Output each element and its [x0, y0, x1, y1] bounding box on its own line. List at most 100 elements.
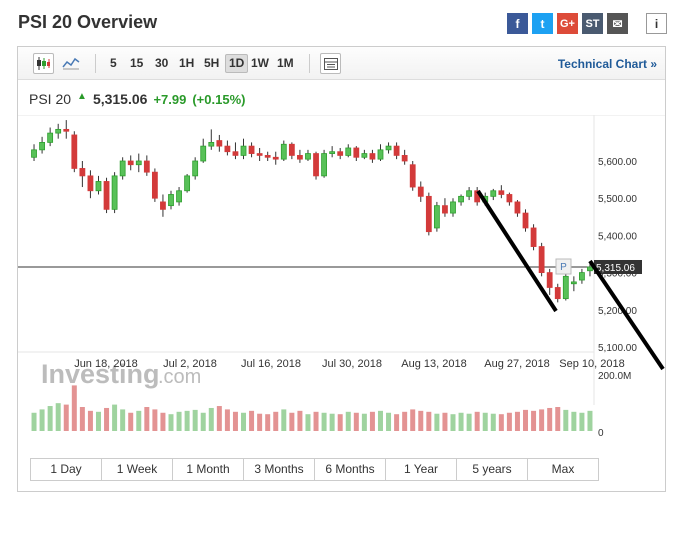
price-tick-label: 5,500.00	[598, 194, 637, 205]
chart-settings-button[interactable]	[320, 53, 341, 74]
range-max-button[interactable]: Max	[551, 462, 575, 476]
trend-line	[476, 189, 558, 313]
candle-body	[562, 275, 569, 300]
interval-30-button[interactable]: 30	[155, 56, 169, 70]
interval-5h-button[interactable]: 5H	[204, 56, 220, 70]
toolbar-divider	[309, 54, 310, 73]
volume-bar	[241, 412, 247, 431]
interval-1d-button[interactable]: 1D	[225, 54, 249, 73]
volume-bar	[321, 412, 327, 431]
volume-bar	[490, 413, 496, 431]
candle-body	[321, 153, 327, 177]
range-1-week-button[interactable]: 1 Week	[102, 459, 173, 480]
volume-bar	[523, 409, 529, 431]
last-price: 5,315.06	[92, 91, 148, 107]
candlestick-icon	[37, 57, 50, 70]
candle-body	[554, 287, 561, 300]
share-bar: f t G+ ST ✉ i	[507, 13, 667, 34]
candle-body	[385, 145, 392, 151]
interval-15-button[interactable]: 15	[130, 56, 144, 70]
candle-body	[425, 195, 432, 233]
candle-body	[442, 205, 448, 214]
volume-bar	[232, 411, 238, 431]
candle-body	[506, 194, 513, 203]
candle-body	[530, 227, 537, 247]
interval-1m-button[interactable]: 1M	[277, 56, 294, 70]
candle-body	[127, 160, 134, 166]
date-tick-label: Aug 13, 2018	[401, 358, 466, 370]
candle-body	[313, 153, 319, 177]
area-chart-icon	[62, 57, 80, 70]
volume-bar	[136, 410, 142, 431]
candle-body	[47, 132, 54, 143]
price-change: +7.99	[153, 92, 187, 107]
candle-body	[329, 151, 336, 154]
interval-1w-button[interactable]: 1W	[251, 56, 269, 70]
range-5-years-button[interactable]: 5 years	[457, 459, 528, 480]
date-tick-label: Jun 18, 2018	[74, 358, 138, 370]
price-change-percent: (+0.15%)	[192, 92, 246, 107]
candle-body	[63, 128, 70, 132]
instrument-symbol: PSI 20	[29, 91, 72, 107]
range-1-year-button[interactable]: 1 Year	[386, 459, 457, 480]
volume-bar	[547, 407, 553, 431]
candle-body	[546, 272, 553, 288]
range-3-months-button[interactable]: 3 Months	[244, 459, 315, 480]
candle-body	[498, 190, 505, 195]
volume-bar	[506, 412, 512, 431]
volume-bar	[104, 407, 110, 431]
candle-body	[401, 155, 408, 162]
range-1-day-button[interactable]: 1 Day	[31, 459, 102, 480]
stocktwits-icon[interactable]: ST	[582, 13, 603, 34]
candle-body	[361, 153, 368, 158]
volume-bar	[305, 414, 311, 431]
candle-body	[514, 201, 521, 214]
volume-bar	[176, 411, 182, 431]
volume-bar	[289, 412, 295, 431]
volume-bar	[418, 410, 424, 431]
volume-bar	[39, 409, 45, 431]
date-tick-label: Sep 10, 2018	[559, 358, 624, 370]
candle-body	[522, 212, 529, 229]
candle-body	[377, 149, 384, 160]
volume-bar	[555, 407, 561, 431]
volume-tick-label: 0	[598, 428, 604, 439]
email-icon[interactable]: ✉	[607, 13, 628, 34]
candle-body	[288, 143, 295, 156]
candle-body	[450, 201, 456, 214]
interval-5-button[interactable]: 5	[110, 56, 117, 70]
candle-body	[160, 201, 166, 210]
chart-panel: 5 15 30 1H 5H 1D 1W 1M Technical Chart »…	[17, 46, 666, 492]
current-price-tag	[594, 259, 642, 274]
volume-bar	[531, 410, 537, 431]
volume-bar	[450, 414, 456, 431]
price-tick-label: 5,400.00	[598, 231, 637, 242]
volume-bar	[458, 412, 464, 431]
volume-bar	[95, 411, 101, 431]
price-chart[interactable]: Investing .com 5,600.00 5,500.00 5,400.00 5…	[18, 115, 665, 455]
volume-bar	[466, 413, 472, 431]
toolbar-divider	[95, 54, 96, 73]
watermark-suffix: .com	[158, 366, 201, 388]
volume-bar	[200, 412, 206, 431]
trend-line	[588, 259, 665, 371]
volume-bar	[337, 414, 343, 431]
candle-body	[39, 141, 45, 151]
candlestick-chart-button[interactable]	[33, 53, 54, 74]
volume-bar	[160, 412, 166, 431]
interval-1h-button[interactable]: 1H	[179, 56, 195, 70]
google-plus-icon[interactable]: G+	[557, 13, 578, 34]
range-1-month-button[interactable]: 1 Month	[173, 459, 244, 480]
price-tick-label: 5,100.00	[598, 343, 637, 354]
candle-body	[79, 168, 86, 177]
volume-bar	[361, 413, 367, 431]
volume-bar	[281, 409, 287, 431]
range-6-months-button[interactable]: 6 Months	[315, 459, 386, 480]
candle-body	[87, 175, 94, 192]
twitter-icon[interactable]: t	[532, 13, 553, 34]
area-chart-button[interactable]	[62, 56, 80, 75]
facebook-icon[interactable]: f	[507, 13, 528, 34]
candle-body	[216, 140, 223, 147]
technical-chart-link[interactable]: Technical Chart »	[557, 57, 657, 71]
info-icon[interactable]: i	[646, 13, 667, 34]
